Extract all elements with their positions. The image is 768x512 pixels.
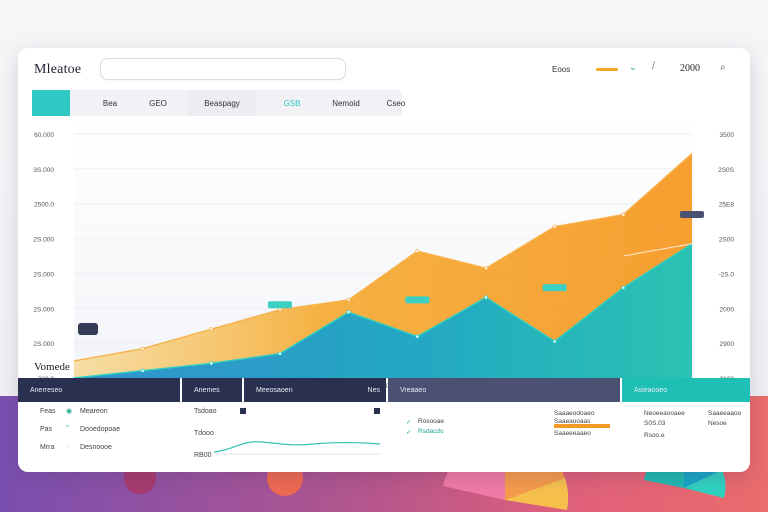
column-header[interactable]: Anerreseo bbox=[18, 378, 180, 402]
data-point bbox=[346, 297, 351, 302]
data-point bbox=[277, 351, 282, 356]
crosshair-line bbox=[623, 243, 693, 257]
series-line-1 bbox=[73, 243, 693, 379]
table-cell: Tdooo bbox=[194, 430, 214, 437]
column-header[interactable]: Asieaooeo bbox=[622, 378, 750, 402]
data-point bbox=[346, 310, 351, 315]
y-tick-label-left: 2500.0 bbox=[34, 202, 54, 209]
status-icon: ✓ bbox=[406, 429, 412, 436]
callout-chip-2 bbox=[542, 284, 567, 292]
y-tick-label-left: 2S.000 bbox=[33, 271, 54, 278]
tab-bar: Bea GEO Beaspagy GSB Nemoid Cseo bbox=[32, 90, 405, 116]
data-point bbox=[277, 307, 282, 312]
row-marker bbox=[240, 408, 246, 414]
tab-cseo[interactable]: Cseo bbox=[386, 98, 406, 108]
row-marker bbox=[374, 408, 380, 414]
y-tick-label-right: 2900 bbox=[720, 341, 735, 348]
data-point bbox=[621, 212, 626, 217]
chart-legend-chip bbox=[78, 323, 98, 335]
column-header[interactable]: Meeosaoen bbox=[244, 378, 386, 402]
table-cell: Pas bbox=[40, 426, 53, 433]
y-tick-label-right: 2S00 bbox=[719, 237, 735, 244]
table-cell: Desnoooe bbox=[80, 444, 112, 451]
tab-geo[interactable]: GEO bbox=[149, 98, 167, 108]
callout-chip-1 bbox=[405, 296, 430, 304]
series-area-0 bbox=[74, 153, 692, 378]
table-cell: Neoeeaooaee bbox=[644, 410, 685, 417]
top-bar: Mleatoe Eoos ⌄ / 2000 ⌕ bbox=[18, 48, 750, 92]
table-body: Feas ◉ Meareon Pas ° Dooedopoae Mrra · D… bbox=[18, 402, 750, 472]
data-point bbox=[552, 224, 557, 229]
series-line-0 bbox=[73, 152, 693, 362]
table-cell: Saaeeeaaeo bbox=[554, 430, 591, 437]
y-tick-label-left: 3S.000 bbox=[33, 167, 54, 174]
table-cell: Saaeeaaoo bbox=[708, 410, 742, 417]
series-area-1 bbox=[74, 243, 692, 378]
tab-gsb[interactable]: GSB bbox=[283, 98, 301, 108]
data-point bbox=[483, 295, 488, 300]
data-point bbox=[415, 334, 420, 339]
table-cell: Rsdacdo bbox=[418, 428, 444, 435]
column-header[interactable]: Nes bbox=[367, 386, 380, 394]
y-tick-label-right: 2000 bbox=[720, 306, 735, 313]
sparkline bbox=[214, 441, 381, 455]
topbar-label: Eoos bbox=[552, 65, 571, 74]
table-cell: Tsdoao bbox=[194, 408, 217, 415]
area-chart: 60.000 3S.000 2500.0 2S.000 2S.000 2S.000 2S.0… bbox=[33, 116, 735, 390]
table-cell: Dooedopoae bbox=[80, 426, 121, 433]
section-title: Vomede bbox=[34, 361, 70, 373]
status-icon: ✓ bbox=[406, 419, 412, 426]
table-cell: Mrra bbox=[40, 444, 55, 451]
y-tick-label-right: -2S.0 bbox=[718, 271, 734, 278]
tab-beaspagy[interactable]: Beaspagy bbox=[188, 90, 256, 116]
y-tick-label-left: 2S.000 bbox=[33, 237, 54, 244]
search-icon[interactable]: ⌕ bbox=[720, 62, 726, 73]
y-tick-label-right: 25E8 bbox=[719, 202, 735, 209]
table-cell: RB00 bbox=[194, 452, 212, 459]
data-point bbox=[483, 266, 488, 271]
y-tick-label-right: 3500 bbox=[720, 132, 735, 139]
data-point bbox=[209, 361, 214, 366]
tab-nemoid[interactable]: Nemoid bbox=[332, 98, 360, 108]
table-cell: Saaeaooaas bbox=[554, 418, 591, 425]
table-cell: Feas bbox=[40, 408, 56, 415]
chevron-down-icon[interactable]: ⌄ bbox=[629, 62, 637, 72]
column-header[interactable]: Vreaaeo bbox=[388, 378, 620, 402]
data-point bbox=[621, 285, 626, 290]
orange-indicator bbox=[596, 68, 618, 71]
app-title: Mleatoe bbox=[34, 62, 82, 77]
pen-icon[interactable]: / bbox=[652, 60, 656, 72]
table-cell: Rsoo.e bbox=[644, 432, 665, 439]
year-selector[interactable]: 2000 bbox=[680, 63, 700, 74]
y-tick-label-right: 2S0S bbox=[718, 167, 735, 174]
table-cell: Saaaeodoaeo bbox=[554, 410, 595, 417]
y-tick-label-left: 60.000 bbox=[34, 132, 54, 139]
callout-chip-3 bbox=[680, 210, 704, 218]
data-point bbox=[415, 249, 420, 254]
value-bar bbox=[554, 424, 610, 428]
callout-chip-0 bbox=[268, 301, 292, 309]
data-point bbox=[140, 346, 145, 351]
status-icon: ° bbox=[66, 425, 69, 432]
status-icon: ◉ bbox=[66, 408, 73, 415]
table-header: Anerreseo Anemes Meeosaoen Nes Vreaaeo A… bbox=[18, 378, 750, 402]
table-cell: Meareon bbox=[80, 408, 108, 415]
y-tick-label-left: 2S.000 bbox=[33, 341, 54, 348]
table-cell: S0S.03 bbox=[644, 420, 666, 427]
dashboard-card: Mleatoe Eoos ⌄ / 2000 ⌕ Bea GEO Beaspagy… bbox=[18, 48, 750, 472]
tab-active[interactable] bbox=[32, 90, 70, 116]
search-input[interactable] bbox=[100, 58, 346, 80]
table-cell: Rosooae bbox=[418, 418, 445, 425]
data-point bbox=[140, 368, 145, 373]
tab-bea[interactable]: Bea bbox=[102, 98, 118, 108]
status-icon: · bbox=[66, 443, 69, 450]
y-tick-label-left: 2S.000 bbox=[33, 306, 54, 313]
table-cell: Nesoe bbox=[708, 420, 727, 427]
data-point bbox=[552, 339, 557, 344]
column-header[interactable]: Anemes bbox=[182, 378, 242, 402]
data-point bbox=[209, 327, 214, 332]
